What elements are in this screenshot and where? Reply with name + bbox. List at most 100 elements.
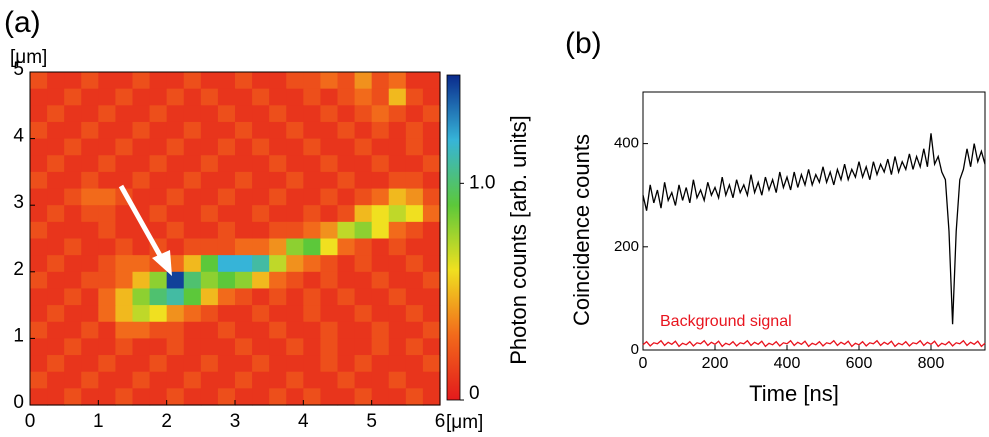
panel-label: (a)	[4, 6, 41, 39]
heatmap-cell	[64, 388, 82, 406]
heatmap-cell	[252, 221, 270, 240]
heatmap-cell	[132, 388, 151, 406]
heatmap-cell	[354, 88, 373, 106]
heatmap-cell	[64, 271, 82, 290]
heatmap-cell	[286, 188, 304, 206]
arrow	[118, 184, 172, 276]
heatmap-cell	[81, 321, 99, 339]
heatmap-cell	[422, 305, 441, 323]
heatmap-cell	[166, 121, 185, 140]
heatmap-cell	[303, 138, 322, 156]
heatmap-cell	[132, 338, 151, 356]
heatmap-cell	[81, 338, 99, 356]
heatmap-cell	[252, 105, 270, 123]
heatmap-cell	[303, 255, 322, 273]
heatmap-cell	[98, 288, 117, 306]
heatmap-cell	[320, 155, 339, 173]
heatmap-cell	[132, 271, 151, 290]
heatmap-cell	[388, 371, 407, 389]
heatmap-cell	[405, 321, 424, 339]
heatmap-cell	[132, 305, 151, 323]
heatmap-cell	[354, 72, 373, 90]
heatmap-cell	[422, 155, 441, 173]
colorbar	[446, 74, 461, 401]
heatmap-cell	[388, 255, 407, 273]
heatmap-cell	[64, 72, 82, 90]
heatmap-cell	[166, 171, 185, 190]
heatmap-cell	[337, 105, 356, 123]
heatmap-cell	[166, 338, 185, 356]
heatmap-cell	[405, 271, 424, 290]
heatmap-cell	[200, 271, 219, 290]
heatmap-cell	[405, 371, 424, 389]
heatmap-cell	[98, 305, 117, 323]
heatmap-cell	[47, 121, 65, 140]
heatmap-cell	[405, 88, 424, 106]
plot-frame	[642, 91, 986, 351]
heatmap-cell	[98, 355, 117, 373]
heatmap-cell	[337, 371, 356, 389]
heatmap-cell	[422, 205, 441, 223]
heatmap-cell	[371, 288, 390, 306]
heatmap-cell	[166, 88, 185, 106]
heatmap-cell	[200, 305, 219, 323]
heatmap-cell	[64, 88, 82, 106]
heatmap-cell	[30, 221, 48, 240]
heatmap-cell	[371, 238, 390, 256]
heatmap-cell	[320, 121, 339, 140]
heatmap-cell	[422, 255, 441, 273]
heatmap-cell	[371, 105, 390, 123]
heatmap-cell	[371, 188, 390, 206]
heatmap-cell	[320, 271, 339, 290]
heatmap-cell	[252, 188, 270, 206]
heatmap-cell	[235, 171, 253, 190]
heatmap-cell	[81, 255, 99, 273]
heatmap-cell	[422, 271, 441, 290]
heatmap-cell	[269, 238, 287, 256]
heatmap-cell	[200, 355, 219, 373]
heatmap-cell	[354, 105, 373, 123]
heatmap-cell	[98, 155, 117, 173]
heatmap-cell	[388, 188, 407, 206]
heatmap-cell	[371, 171, 390, 190]
heatmap-cell	[337, 205, 356, 223]
heatmap-cell	[64, 255, 82, 273]
heatmap-cell	[303, 205, 322, 223]
heatmap-cell	[405, 155, 424, 173]
heatmap-cell	[47, 188, 65, 206]
y-tick-label: 400	[614, 135, 639, 152]
heatmap-cell	[320, 88, 339, 106]
heatmap-cell	[115, 88, 134, 106]
arrow-head	[152, 250, 172, 276]
series-line	[642, 339, 986, 348]
heatmap-cell	[371, 205, 390, 223]
x-axis-label: Time [ns]	[749, 381, 839, 406]
heatmap-cell	[47, 72, 65, 90]
heatmap-cell	[132, 155, 151, 173]
x-tick-label: 6	[435, 411, 446, 432]
heatmap-cell	[81, 72, 99, 90]
heatmap-cell	[217, 138, 236, 156]
heatmap-cell	[115, 221, 134, 240]
heatmap-cell	[30, 121, 48, 140]
heatmap-cell	[252, 305, 270, 323]
x-tick-label: 600	[846, 355, 873, 372]
heatmap-cell	[200, 221, 219, 240]
heatmap-cell	[252, 121, 270, 140]
heatmap-cell	[30, 238, 48, 256]
heatmap-cell	[47, 238, 65, 256]
heatmap-cell	[64, 171, 82, 190]
heatmap-cell	[149, 271, 168, 290]
heatmap-cell	[371, 138, 390, 156]
heatmap-cell	[149, 72, 168, 90]
x-tick-label: 400	[774, 355, 801, 372]
heatmap-cell	[166, 205, 185, 223]
heatmap-cell	[30, 188, 48, 206]
heatmap-cell	[269, 321, 287, 339]
heatmap-cell	[149, 88, 168, 106]
heatmap-cell	[183, 388, 202, 406]
heatmap-cell	[337, 288, 356, 306]
heatmap-cell	[200, 338, 219, 356]
heatmap-cell	[132, 255, 151, 273]
